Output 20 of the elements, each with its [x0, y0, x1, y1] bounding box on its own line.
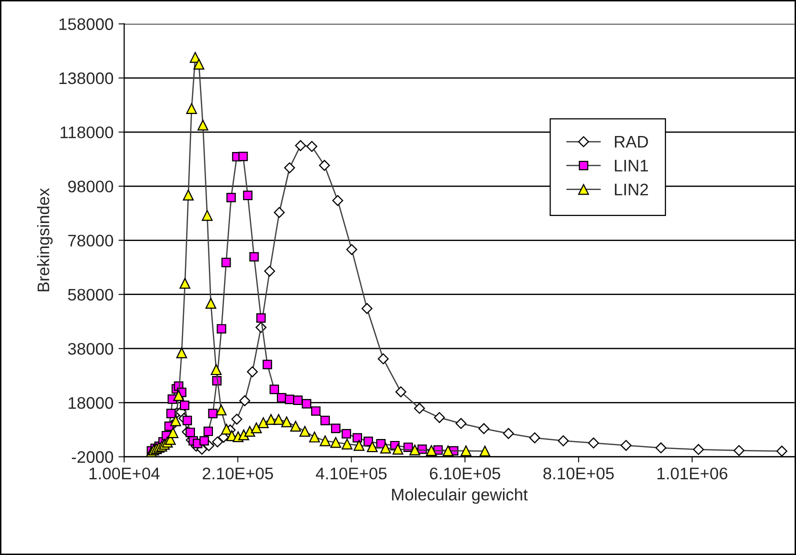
y-tick-label: 138000 [59, 72, 114, 84]
x-tick-label: 4.10E+05 [316, 468, 387, 480]
y-tick-label: 78000 [68, 234, 114, 247]
y-axis-title: Brekingsindex [37, 188, 53, 292]
y-tick-label: 98000 [68, 180, 114, 192]
x-axis-title: Moleculair gewicht [392, 488, 528, 504]
y-tick-label: 118000 [60, 126, 114, 138]
x-tick-label: 1.00E+04 [90, 468, 160, 480]
y-tick-label: -2000 [72, 451, 114, 463]
x-tick-label: 2.10E+05 [202, 468, 273, 480]
y-tick-label: 18000 [68, 397, 114, 409]
legend-label: LIN1 [614, 160, 648, 172]
x-tick-label: 8.10E+05 [543, 468, 614, 480]
y-tick-label: 38000 [68, 342, 114, 355]
x-tick-label: 1.01E+06 [658, 468, 728, 480]
legend-label: LIN2 [614, 184, 648, 196]
x-tick-label: 6.10E+05 [430, 468, 500, 480]
legend-label: RAD [614, 136, 648, 148]
y-tick-label: 158000 [59, 18, 114, 30]
y-tick-label: 58000 [68, 288, 114, 301]
